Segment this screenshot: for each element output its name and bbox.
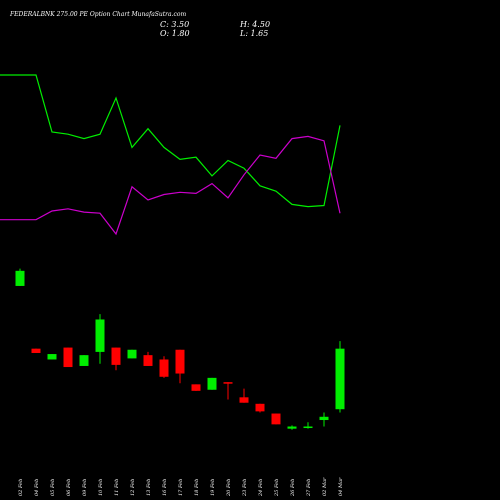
candle-body (127, 349, 137, 359)
candle-9 (159, 356, 169, 378)
ohlc-low: L: 1.65 (239, 29, 268, 38)
candle-2 (47, 354, 57, 360)
x-tick-label: 06 Feb (66, 479, 72, 496)
candles (15, 268, 345, 430)
x-tick-label: 17 Feb (178, 479, 184, 496)
x-tick-label: 09 Feb (82, 479, 88, 496)
candle-body (31, 348, 41, 353)
x-axis-labels: 02 Feb 04 Feb 05 Feb 06 Feb 09 Feb 10 Feb 11 F… (18, 477, 344, 497)
candle-body (79, 355, 89, 366)
candle-14 (239, 388, 249, 403)
x-tick-label: 10 Feb (98, 479, 104, 496)
candle-body (255, 403, 265, 412)
candle-16 (271, 413, 281, 425)
candle-10 (175, 349, 185, 384)
candle-body (191, 384, 201, 391)
candle-body (143, 355, 153, 366)
x-tick-label: 24 Feb (258, 479, 264, 497)
candle-15 (255, 403, 265, 413)
x-tick-label: 26 Feb (290, 479, 296, 497)
x-tick-label: 19 Feb (210, 479, 216, 496)
candle-body (335, 348, 345, 410)
candle-body (47, 354, 57, 360)
candle-body (319, 416, 329, 421)
candle-body (287, 426, 297, 429)
candle-body (223, 382, 233, 384)
ohlc-close: O: 1.80 (160, 29, 190, 38)
candle-body (175, 349, 185, 374)
candle-13 (223, 382, 233, 400)
x-tick-label: 04 Feb (34, 479, 40, 496)
x-tick-label: 04 Mar (338, 477, 344, 496)
candle-20 (335, 341, 345, 413)
x-tick-label: 02 Feb (18, 479, 24, 496)
x-tick-label: 05 Feb (50, 479, 56, 496)
candle-0 (15, 268, 25, 286)
x-tick-label: 11 Feb (114, 479, 120, 496)
x-tick-label: 25 Feb (274, 479, 280, 497)
x-tick-label: 27 Feb (306, 479, 312, 497)
candle-17 (287, 425, 297, 430)
x-tick-label: 18 Feb (194, 479, 200, 496)
indicator-lines (0, 74, 341, 236)
candle-body (271, 413, 281, 425)
candle-body (15, 270, 25, 286)
x-tick-label: 23 Feb (242, 479, 248, 497)
ohlc-high: H: 4.50 (239, 20, 270, 29)
candle-19 (319, 412, 329, 427)
candle-1 (31, 348, 41, 353)
candle-4 (79, 355, 89, 366)
candle-3 (63, 347, 73, 368)
x-tick-label: 16 Feb (162, 479, 168, 496)
candle-7 (127, 349, 137, 359)
candle-body (95, 319, 105, 352)
x-tick-label: 20 Feb (226, 479, 232, 497)
candle-8 (143, 351, 153, 366)
candle-11 (191, 384, 201, 391)
candle-body (111, 347, 121, 365)
candle-body (303, 426, 313, 429)
ohlc-open: C: 3.50 (160, 20, 189, 29)
indicator-line-magenta (0, 135, 341, 236)
candle-body (239, 397, 249, 403)
indicator-line-green (0, 74, 341, 208)
x-tick-label: 12 Feb (130, 479, 136, 496)
chart-title: FEDERALBNK 275.00 PE Option Chart Munafa… (9, 11, 186, 18)
x-tick-label: 02 Mar (322, 477, 328, 496)
candle-body (63, 347, 73, 368)
candle-12 (207, 377, 217, 390)
candle-body (207, 377, 217, 390)
candle-5 (95, 314, 105, 364)
candle-6 (111, 347, 121, 371)
candle-body (159, 359, 169, 377)
x-tick-label: 13 Feb (146, 479, 152, 496)
candle-18 (303, 422, 313, 429)
